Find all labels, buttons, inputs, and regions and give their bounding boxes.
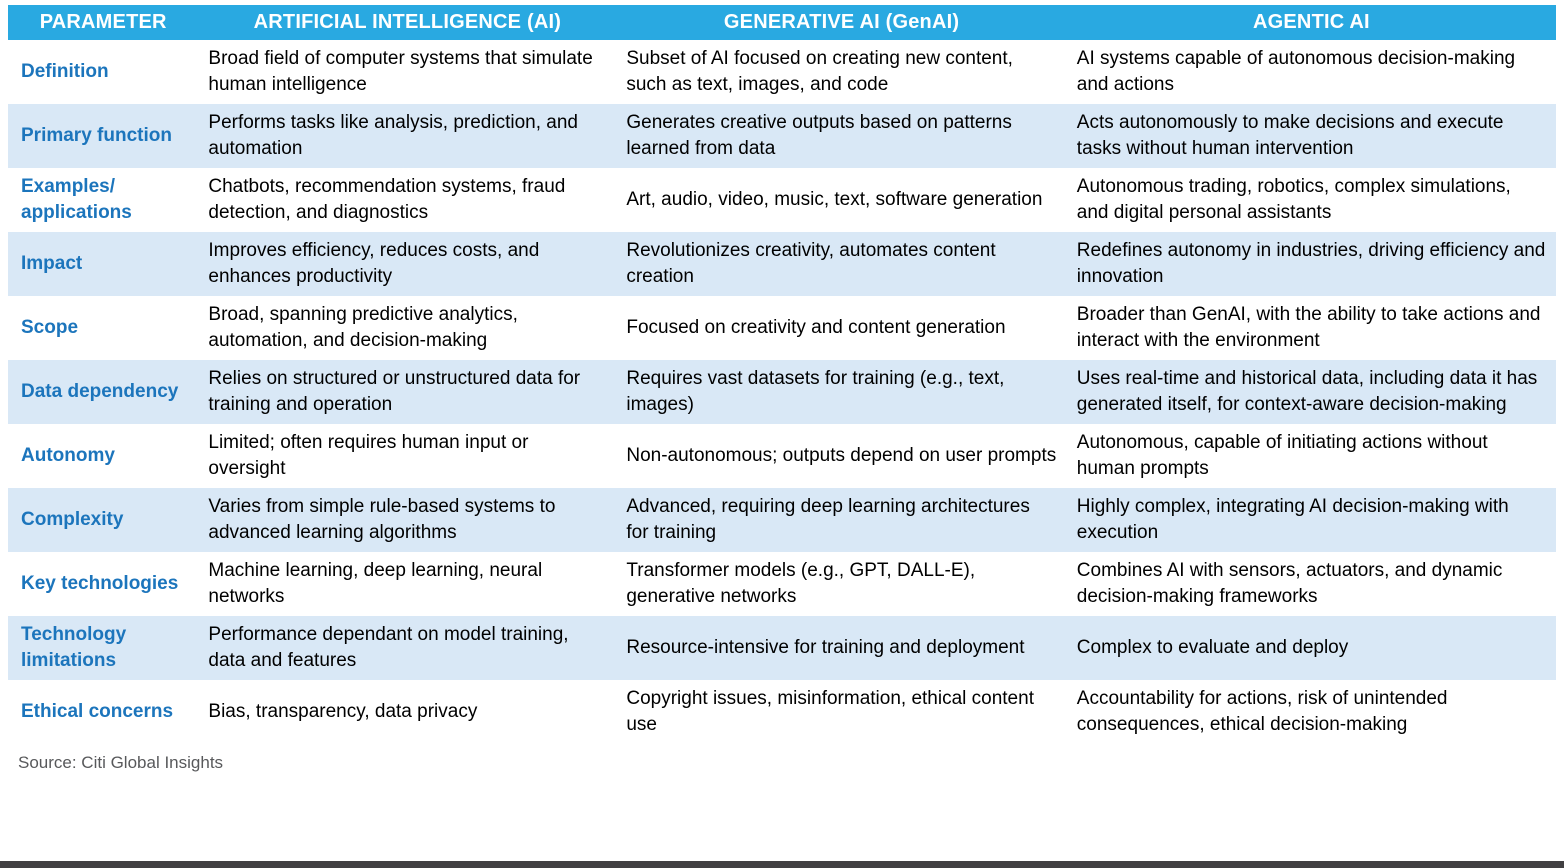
row-parameter: Autonomy [8, 424, 199, 488]
table-row-definition: Definition Broad field of computer syste… [8, 40, 1556, 104]
row-parameter: Complexity [8, 488, 199, 552]
column-header-parameter: PARAMETER [8, 5, 199, 40]
comparison-table-container: PARAMETER ARTIFICIAL INTELLIGENCE (AI) G… [8, 5, 1556, 772]
table-row-scope: Scope Broad, spanning predictive analyti… [8, 296, 1556, 360]
table-row-complexity: Complexity Varies from simple rule-based… [8, 488, 1556, 552]
source-note: Source: Citi Global Insights [18, 753, 224, 772]
cell-ai: Varies from simple rule-based systems to… [198, 488, 617, 552]
column-header-agentic: AGENTIC AI [1066, 5, 1556, 40]
bottom-divider-bar [0, 861, 1564, 868]
cell-ai: Machine learning, deep learning, neural … [198, 552, 617, 616]
cell-agentic: Autonomous, capable of initiating action… [1066, 424, 1556, 488]
cell-agentic: Autonomous trading, robotics, complex si… [1066, 168, 1556, 232]
cell-agentic: Combines AI with sensors, actuators, and… [1066, 552, 1556, 616]
cell-ai: Bias, transparency, data privacy [198, 680, 617, 744]
table-row-primary-function: Primary function Performs tasks like ana… [8, 104, 1556, 168]
cell-agentic: Acts autonomously to make decisions and … [1066, 104, 1556, 168]
cell-genai: Advanced, requiring deep learning archit… [616, 488, 1067, 552]
cell-genai: Subset of AI focused on creating new con… [616, 40, 1067, 104]
cell-ai: Limited; often requires human input or o… [198, 424, 617, 488]
cell-ai: Broad field of computer systems that sim… [198, 40, 617, 104]
cell-ai: Broad, spanning predictive analytics, au… [198, 296, 617, 360]
table-row-key-technologies: Key technologies Machine learning, deep … [8, 552, 1556, 616]
cell-genai: Requires vast datasets for training (e.g… [616, 360, 1067, 424]
cell-agentic: Uses real-time and historical data, incl… [1066, 360, 1556, 424]
row-parameter: Scope [8, 296, 199, 360]
table-row-autonomy: Autonomy Limited; often requires human i… [8, 424, 1556, 488]
cell-ai: Chatbots, recommendation systems, fraud … [198, 168, 617, 232]
ai-comparison-table: PARAMETER ARTIFICIAL INTELLIGENCE (AI) G… [8, 5, 1556, 744]
cell-genai: Resource-intensive for training and depl… [616, 616, 1067, 680]
row-parameter: Definition [8, 40, 199, 104]
cell-genai: Copyright issues, misinformation, ethica… [616, 680, 1067, 744]
row-parameter: Key technologies [8, 552, 199, 616]
cell-agentic: AI systems capable of autonomous decisio… [1066, 40, 1556, 104]
cell-ai: Performs tasks like analysis, prediction… [198, 104, 617, 168]
cell-genai: Revolutionizes creativity, automates con… [616, 232, 1067, 296]
row-parameter: Ethical concerns [8, 680, 199, 744]
cell-agentic: Complex to evaluate and deploy [1066, 616, 1556, 680]
column-header-ai: ARTIFICIAL INTELLIGENCE (AI) [198, 5, 617, 40]
cell-ai: Relies on structured or unstructured dat… [198, 360, 617, 424]
row-parameter: Data dependency [8, 360, 199, 424]
row-parameter: Technology limitations [8, 616, 199, 680]
table-row-impact: Impact Improves efficiency, reduces cost… [8, 232, 1556, 296]
column-header-genai: GENERATIVE AI (GenAI) [616, 5, 1067, 40]
cell-ai: Performance dependant on model training,… [198, 616, 617, 680]
row-parameter: Impact [8, 232, 199, 296]
table-header-row: PARAMETER ARTIFICIAL INTELLIGENCE (AI) G… [8, 5, 1556, 40]
table-row-data-dependency: Data dependency Relies on structured or … [8, 360, 1556, 424]
table-row-examples-applications: Examples/ applications Chatbots, recomme… [8, 168, 1556, 232]
cell-genai: Focused on creativity and content genera… [616, 296, 1067, 360]
row-parameter: Examples/ applications [8, 168, 199, 232]
cell-agentic: Redefines autonomy in industries, drivin… [1066, 232, 1556, 296]
row-parameter: Primary function [8, 104, 199, 168]
cell-agentic: Accountability for actions, risk of unin… [1066, 680, 1556, 744]
cell-ai: Improves efficiency, reduces costs, and … [198, 232, 617, 296]
cell-genai: Transformer models (e.g., GPT, DALL-E), … [616, 552, 1067, 616]
cell-agentic: Highly complex, integrating AI decision-… [1066, 488, 1556, 552]
table-row-ethical-concerns: Ethical concerns Bias, transparency, dat… [8, 680, 1556, 744]
cell-agentic: Broader than GenAI, with the ability to … [1066, 296, 1556, 360]
cell-genai: Non-autonomous; outputs depend on user p… [616, 424, 1067, 488]
cell-genai: Generates creative outputs based on patt… [616, 104, 1067, 168]
table-row-technology-limitations: Technology limitations Performance depen… [8, 616, 1556, 680]
cell-genai: Art, audio, video, music, text, software… [616, 168, 1067, 232]
